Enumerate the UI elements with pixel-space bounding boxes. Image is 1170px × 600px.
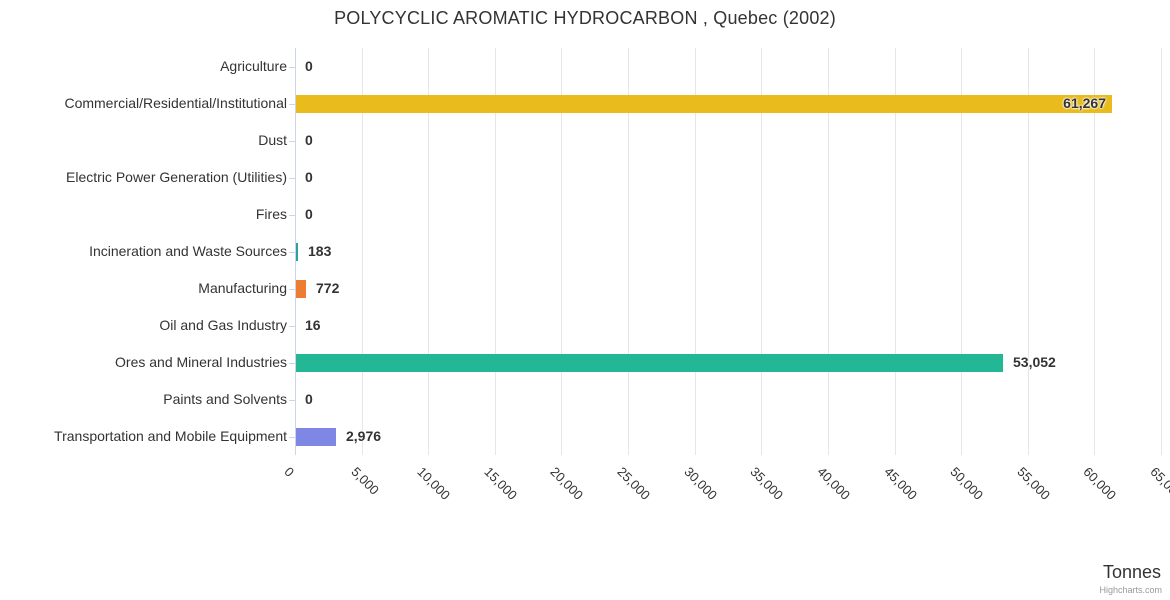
value-label: 0 — [305, 205, 313, 222]
gridline — [761, 48, 763, 455]
gridline — [628, 48, 630, 455]
category-label: Incineration and Waste Sources — [89, 242, 287, 259]
x-axis-tick-label: 60,000 — [1080, 464, 1120, 503]
gridline — [428, 48, 430, 455]
bar-commercial-residential-institutional[interactable] — [296, 94, 1112, 113]
bar-manufacturing[interactable] — [296, 279, 306, 298]
category-label: Transportation and Mobile Equipment — [54, 427, 287, 444]
chart-title: POLYCYCLIC AROMATIC HYDROCARBON , Quebec… — [334, 8, 836, 28]
value-label: 0 — [305, 168, 313, 185]
y-axis-tick — [289, 67, 295, 68]
x-axis-tick-label: 15,000 — [481, 464, 520, 503]
category-label: Electric Power Generation (Utilities) — [66, 168, 287, 185]
value-label: 183 — [308, 242, 332, 259]
category-label: Agriculture — [220, 57, 287, 74]
gridline — [1027, 48, 1029, 455]
gridline — [494, 48, 496, 455]
value-label: 53,052 — [1013, 353, 1056, 370]
x-axis-tick-label: 0 — [281, 464, 298, 480]
gridline — [561, 48, 563, 455]
y-axis-tick — [289, 104, 295, 105]
category-label: Commercial/Residential/Institutional — [64, 94, 287, 111]
value-label: 2,976 — [346, 427, 382, 444]
gridline — [894, 48, 896, 455]
value-label: 61,267 — [1063, 94, 1106, 111]
x-axis-tick-label: 35,000 — [747, 464, 787, 503]
highcharts-credit-link[interactable]: Highcharts.com — [1099, 585, 1162, 595]
y-axis-tick — [289, 141, 295, 142]
x-axis-tick-label: 25,000 — [614, 464, 654, 503]
gridline — [361, 48, 363, 455]
x-axis-tick-label: 55,000 — [1014, 464, 1053, 503]
value-label: 0 — [305, 390, 313, 407]
x-axis-title: Tonnes — [1102, 562, 1161, 582]
y-axis-line — [295, 48, 296, 455]
category-label: Ores and Mineral Industries — [115, 353, 287, 370]
x-axis-tick-label: 65,000 — [1147, 464, 1170, 503]
gridline — [827, 48, 829, 455]
bar-transportation-and-mobile-equipment[interactable] — [296, 427, 336, 446]
category-label: Oil and Gas Industry — [159, 316, 287, 333]
y-axis-tick — [289, 400, 295, 401]
y-axis-tick — [289, 252, 295, 253]
x-axis-tick-label: 10,000 — [414, 464, 454, 503]
x-axis-tick-label: 5,000 — [348, 464, 382, 498]
y-axis-tick — [289, 326, 295, 327]
x-axis-tick-label: 40,000 — [814, 464, 854, 503]
value-label: 16 — [305, 316, 321, 333]
x-axis-tick-label: 20,000 — [547, 464, 587, 503]
gridline — [1094, 48, 1096, 455]
value-label: 0 — [305, 57, 313, 74]
category-label: Dust — [258, 131, 287, 148]
value-label: 772 — [316, 279, 340, 296]
value-label: 0 — [305, 131, 313, 148]
category-label: Fires — [255, 205, 287, 222]
bar-ores-and-mineral-industries[interactable] — [296, 353, 1003, 372]
y-axis-tick — [289, 178, 295, 179]
y-axis-tick — [289, 363, 295, 364]
category-label: Paints and Solvents — [163, 390, 287, 407]
x-axis-tick-label: 45,000 — [880, 464, 920, 503]
gridline — [694, 48, 696, 455]
gridline — [1161, 48, 1162, 455]
x-axis-tick-label: 30,000 — [681, 464, 720, 503]
y-axis-tick — [289, 289, 295, 290]
gridline — [961, 48, 963, 455]
category-label: Manufacturing — [198, 279, 287, 296]
x-axis-tick-label: 50,000 — [947, 464, 987, 503]
y-axis-tick — [289, 437, 295, 438]
bar-incineration-and-waste-sources[interactable] — [296, 242, 298, 261]
y-axis-tick — [289, 215, 295, 216]
